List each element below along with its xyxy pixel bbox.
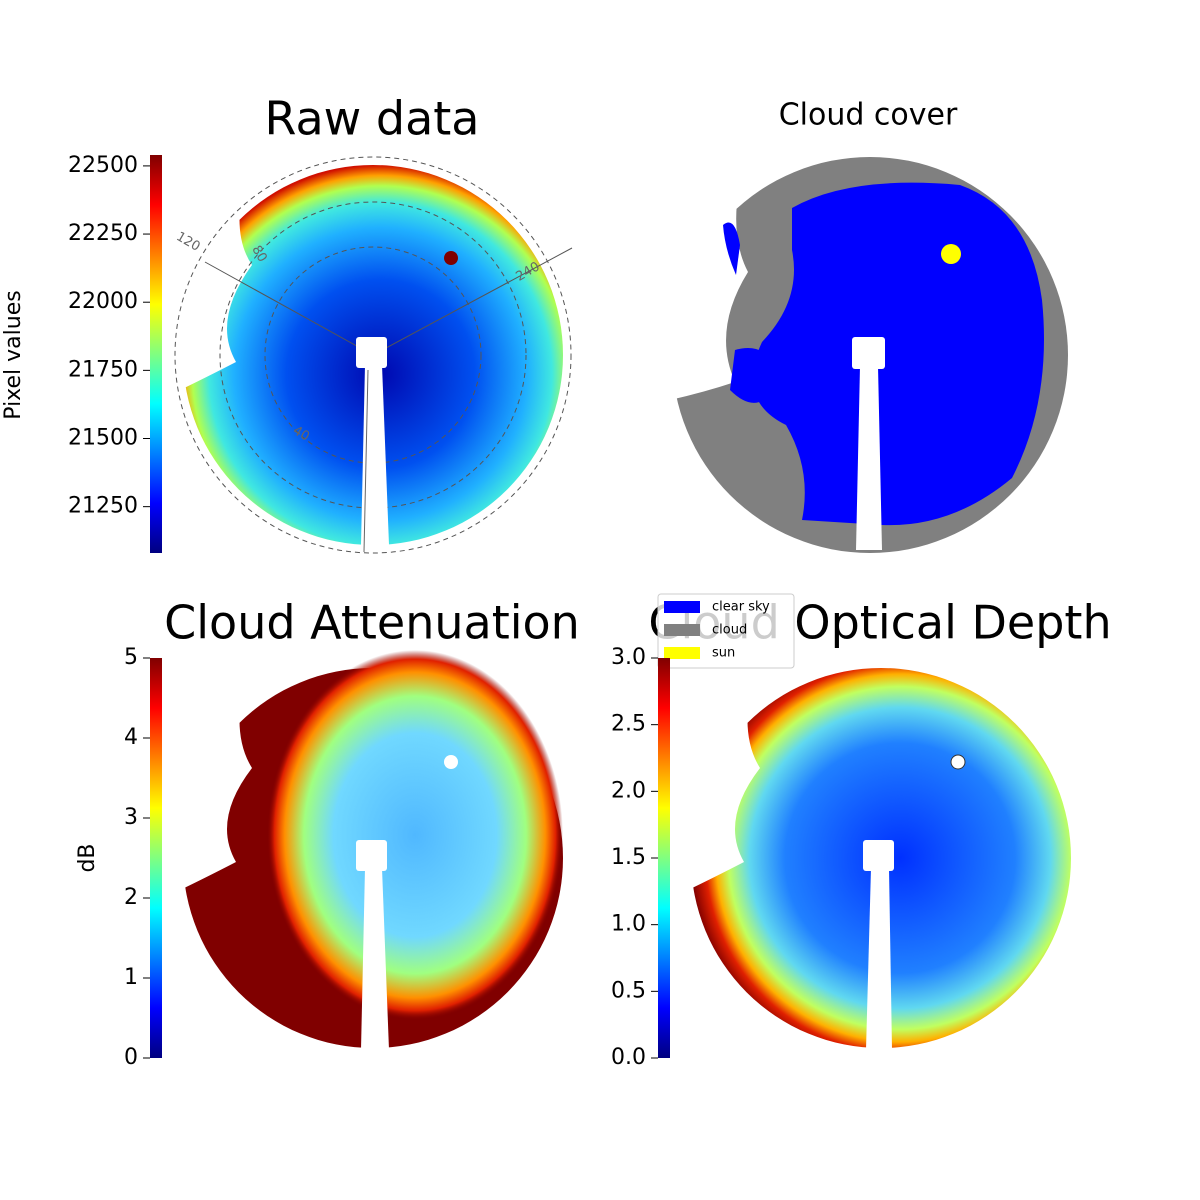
tick-label: 0 — [124, 1045, 138, 1070]
tick-label: 4 — [124, 725, 138, 750]
colorbar — [658, 658, 670, 1058]
title: Cloud Attenuation — [164, 596, 580, 650]
colorbar-label: Pixel values — [1, 290, 26, 419]
tick-label: 2 — [124, 885, 138, 910]
tick-label: 21500 — [68, 426, 138, 451]
tick-label: 22250 — [68, 221, 138, 246]
tick-label: 22000 — [68, 289, 138, 314]
colorbar — [150, 155, 162, 553]
title: Cloud cover — [779, 98, 958, 133]
tick-label: 1.5 — [611, 845, 646, 870]
cloud-cover-image — [670, 157, 1068, 553]
legend-label: sun — [712, 646, 735, 661]
tick-label: 5 — [124, 645, 138, 670]
polar-label: 80 — [248, 243, 269, 265]
tick-label: 22500 — [68, 153, 138, 178]
legend-swatch — [664, 624, 700, 636]
tick-label: 1 — [124, 965, 138, 990]
raw-image — [174, 156, 573, 554]
tick-label: 0.5 — [611, 978, 646, 1003]
legend-label: clear sky — [712, 600, 770, 615]
legend-swatch — [664, 647, 700, 659]
tick-label: 3 — [124, 805, 138, 830]
tick-label: 21250 — [68, 494, 138, 519]
tick-label: 1.0 — [611, 912, 646, 937]
tick-label: 21750 — [68, 357, 138, 382]
tick-label: 2.5 — [611, 712, 646, 737]
colorbar-label: dB — [75, 843, 100, 872]
tick-label: 0.0 — [611, 1045, 646, 1070]
polar-label: 40 — [290, 423, 312, 444]
tick-label: 3.0 — [611, 645, 646, 670]
colorbar — [150, 658, 162, 1058]
attenuation-image — [180, 650, 563, 1050]
optical-depth-image — [688, 660, 1071, 1050]
legend-label: cloud — [712, 623, 747, 638]
legend-swatch — [664, 601, 700, 613]
tick-label: 2.0 — [611, 778, 646, 803]
title: Raw data — [265, 92, 480, 146]
